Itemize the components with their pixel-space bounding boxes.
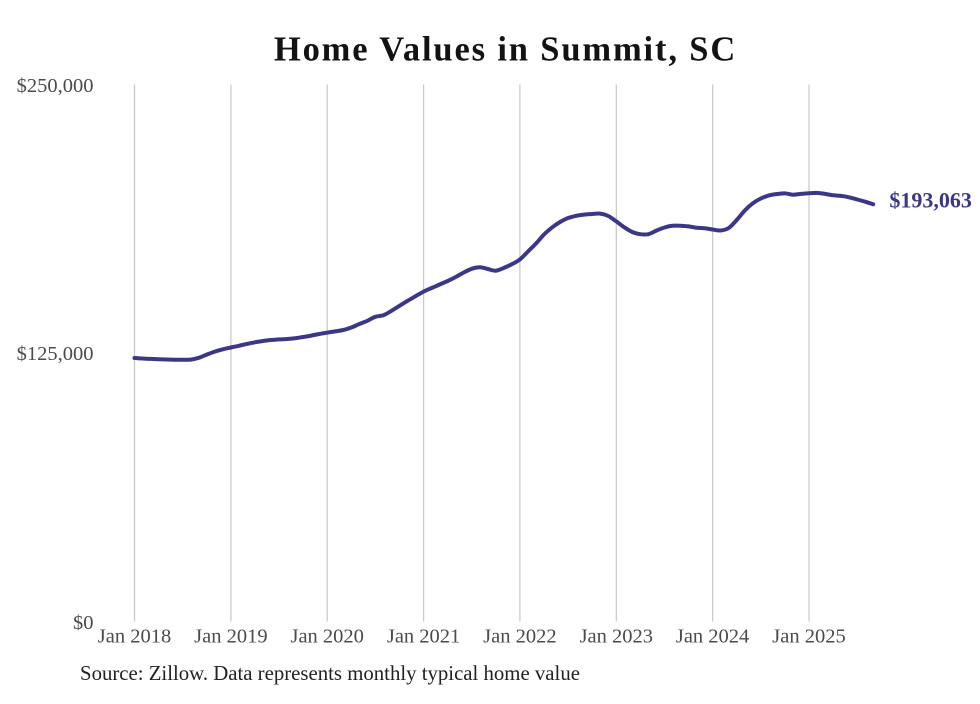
svg-text:Jan 2025: Jan 2025 <box>772 626 845 648</box>
svg-text:$193,063: $193,063 <box>889 187 972 212</box>
svg-text:$0: $0 <box>73 612 94 634</box>
svg-text:Jan 2023: Jan 2023 <box>580 626 653 648</box>
svg-text:Jan 2019: Jan 2019 <box>194 626 267 648</box>
svg-text:Source: Zillow. Data represent: Source: Zillow. Data represents monthly … <box>80 662 580 685</box>
svg-text:$125,000: $125,000 <box>17 343 94 365</box>
svg-text:Jan 2021: Jan 2021 <box>387 626 460 648</box>
svg-text:Jan 2018: Jan 2018 <box>98 626 171 648</box>
svg-text:Jan 2022: Jan 2022 <box>483 626 556 648</box>
svg-text:Jan 2020: Jan 2020 <box>290 626 363 648</box>
svg-text:Home Values in Summit, SC: Home Values in Summit, SC <box>274 31 737 69</box>
svg-text:$250,000: $250,000 <box>17 75 94 97</box>
svg-text:Jan 2024: Jan 2024 <box>676 626 749 648</box>
